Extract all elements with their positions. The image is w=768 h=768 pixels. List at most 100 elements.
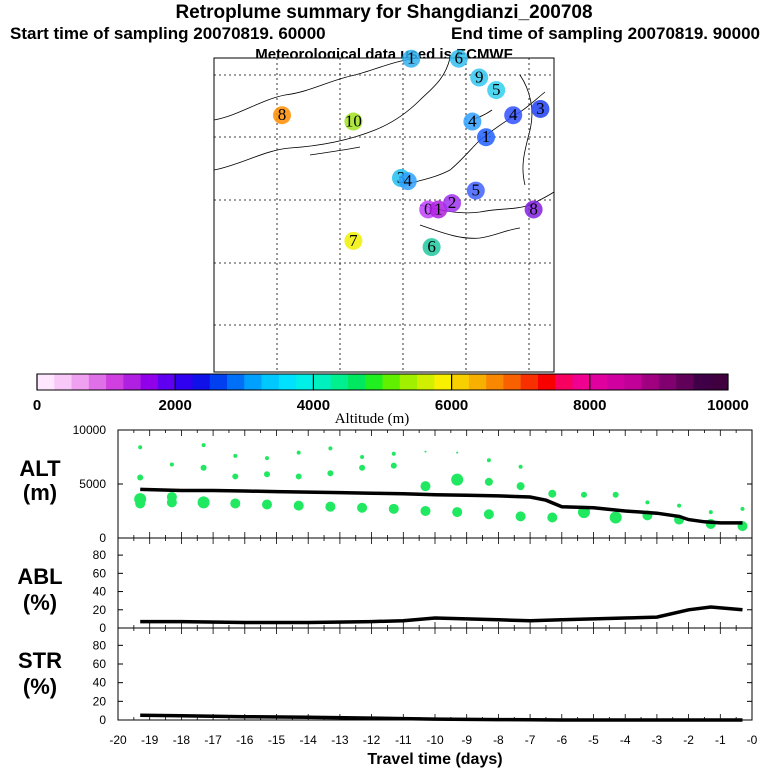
colorbar-cell xyxy=(520,374,539,390)
y-tick-label: 80 xyxy=(93,638,107,652)
colorbar-cell xyxy=(175,374,193,390)
colorbar-cell xyxy=(451,374,470,390)
end-time: End time of sampling 20070819. 90000 xyxy=(451,24,760,43)
map-marker-label: 4 xyxy=(404,171,413,190)
map-marker-label: 10 xyxy=(345,112,362,131)
alt-point xyxy=(137,474,144,481)
trajectory-map: 81073460124138456951 xyxy=(213,49,555,373)
colorbar-cell xyxy=(313,374,332,390)
x-tick-label: -16 xyxy=(236,733,254,747)
x-tick-label: -9 xyxy=(461,733,472,747)
colorbar-cell xyxy=(555,374,574,390)
x-tick-label: -2 xyxy=(683,733,694,747)
alt-point xyxy=(327,470,334,477)
alt-point xyxy=(486,458,491,463)
y-tick-label: 20 xyxy=(93,603,107,617)
map-marker-label: 4 xyxy=(468,112,477,131)
map-marker-label: 6 xyxy=(427,237,436,256)
map-marker-dot xyxy=(443,194,461,213)
colorbar-cell xyxy=(382,374,401,390)
x-tick-label: -3 xyxy=(652,733,663,747)
x-tick-label: -8 xyxy=(493,733,504,747)
x-tick-label: -11 xyxy=(395,733,412,747)
colorbar-cell xyxy=(434,374,453,390)
panel-ylabel: (%) xyxy=(23,590,57,615)
colorbar-cell xyxy=(347,374,366,390)
y-tick-label: 20 xyxy=(93,694,107,708)
colorbar-cell xyxy=(261,374,280,390)
colorbar-cell xyxy=(607,374,625,390)
colorbar-cell xyxy=(330,374,349,390)
colorbar-cell xyxy=(244,374,263,390)
colorbar-cell xyxy=(227,374,245,390)
alt-point xyxy=(456,451,459,454)
x-tick-label: -20 xyxy=(109,733,127,747)
alt-point xyxy=(295,473,302,480)
map-marker-label: 0 xyxy=(424,199,433,218)
colorbar-tick-label: 8000 xyxy=(573,397,606,414)
alt-point xyxy=(135,498,146,509)
colorbar-cell xyxy=(572,374,591,390)
y-tick-label: 40 xyxy=(93,585,107,599)
colorbar-cell xyxy=(676,374,694,390)
map-marker-label: 2 xyxy=(448,193,457,212)
alt-point xyxy=(391,451,396,456)
x-tick-label: -15 xyxy=(268,733,286,747)
alt-point xyxy=(359,464,366,471)
y-tick-label: 80 xyxy=(93,548,107,562)
colorbar-cell xyxy=(693,374,712,390)
alt-point xyxy=(612,491,619,498)
map-marker-label: 1 xyxy=(482,127,491,146)
map-marker-label: 4 xyxy=(509,105,518,124)
map-frame xyxy=(213,57,555,373)
map-marker-dot xyxy=(531,99,550,118)
alt-point xyxy=(325,501,336,512)
alt-point xyxy=(197,496,210,509)
alt-point xyxy=(420,481,431,492)
colorbar-cell xyxy=(37,374,55,390)
x-tick-label: -14 xyxy=(300,733,318,747)
map-marker-label: 8 xyxy=(278,105,287,124)
alt-point xyxy=(515,511,526,522)
colorbar-cell xyxy=(589,374,608,390)
map-marker-dot xyxy=(504,106,523,125)
x-tick-label: -17 xyxy=(204,733,222,747)
colorbar-tick-label: 6000 xyxy=(435,397,468,414)
alt-point xyxy=(484,477,493,486)
panel-ylabel: (m) xyxy=(23,480,57,505)
map-marker-dot xyxy=(273,106,291,125)
map-marker-label: 5 xyxy=(472,181,481,200)
map-marker-label: 9 xyxy=(475,68,484,87)
start-time: Start time of sampling 20070819. 60000 xyxy=(10,24,326,43)
x-tick-label: -0 xyxy=(747,733,758,747)
abl-line xyxy=(140,605,743,625)
alt-point xyxy=(424,450,427,453)
alt-point xyxy=(547,512,558,523)
panel-ylabel: STR xyxy=(18,648,62,673)
colorbar-cell xyxy=(88,374,107,390)
map-marker-label: 8 xyxy=(529,199,538,218)
colorbar-cell xyxy=(106,374,124,390)
x-tick-label: -19 xyxy=(141,733,159,747)
alt-point xyxy=(264,456,269,461)
colorbar-cell xyxy=(658,374,677,390)
alt-point xyxy=(261,499,272,510)
x-tick-label: -6 xyxy=(556,733,567,747)
x-tick-label: -12 xyxy=(363,733,381,747)
x-tick-label: -1 xyxy=(715,733,726,747)
x-tick-label: -13 xyxy=(331,733,349,747)
x-tick-label: -4 xyxy=(620,733,631,747)
y-tick-label: 60 xyxy=(93,657,107,671)
alt-point xyxy=(200,464,207,471)
colorbar-cell xyxy=(123,374,142,390)
x-tick-label: -10 xyxy=(426,733,444,747)
map-marker-label: 6 xyxy=(455,49,464,68)
map-marker-dot xyxy=(429,200,448,219)
colorbar-cell xyxy=(537,374,556,390)
map-marker-dot xyxy=(402,49,421,68)
alt-point xyxy=(740,506,745,511)
colorbar-cell xyxy=(417,374,435,390)
colorbar-cell xyxy=(140,374,159,390)
colorbar-cell xyxy=(468,374,487,390)
